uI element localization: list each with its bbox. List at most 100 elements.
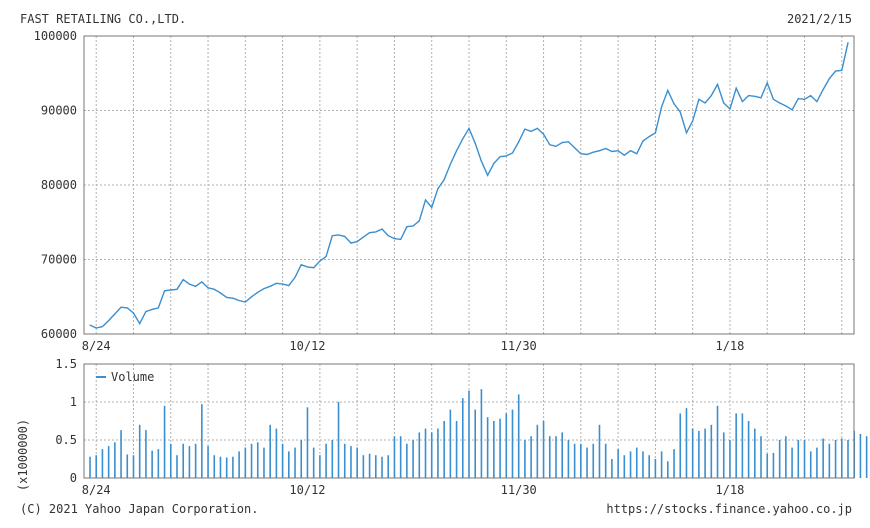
- volume-bar: [188, 446, 191, 478]
- volume-bar: [151, 450, 153, 478]
- price-point: [648, 135, 650, 138]
- volume-bar: [754, 428, 756, 478]
- volume-bar: [331, 440, 334, 478]
- volume-bar: [785, 436, 787, 478]
- volume-bar: [207, 446, 209, 478]
- price-point: [151, 308, 153, 311]
- price-point: [561, 141, 563, 144]
- volume-bar: [791, 447, 793, 478]
- price-x-tick-label: 1/18: [715, 339, 744, 353]
- volume-bar: [107, 446, 110, 478]
- volume-x-tick-label: 1/18: [715, 483, 744, 497]
- volume-y-tick-label: 1.5: [55, 357, 77, 371]
- volume-bar: [741, 413, 744, 478]
- volume-bar: [822, 438, 824, 478]
- price-point: [350, 242, 352, 244]
- price-grid: [84, 36, 854, 334]
- price-point: [499, 156, 501, 158]
- price-point: [760, 97, 762, 99]
- price-plot-frame: [83, 35, 855, 335]
- price-point: [95, 327, 97, 329]
- price-point: [598, 150, 601, 152]
- volume-bar: [263, 447, 265, 478]
- price-point: [828, 77, 830, 80]
- volume-bar: [760, 436, 762, 478]
- price-point: [89, 324, 91, 326]
- price-point: [145, 311, 147, 313]
- price-point: [337, 234, 340, 236]
- volume-bar: [548, 436, 551, 478]
- price-point: [244, 301, 246, 303]
- volume-bar: [803, 440, 806, 478]
- volume-bar: [219, 456, 222, 478]
- price-y-tick-label: 90000: [41, 104, 77, 118]
- price-point: [437, 188, 439, 190]
- volume-bar: [604, 443, 607, 478]
- price-y-tick-label: 80000: [41, 178, 77, 192]
- volume-y-tick-label: 0: [70, 471, 77, 485]
- price-point: [549, 144, 551, 146]
- price-point: [735, 87, 737, 89]
- volume-bar: [704, 428, 706, 478]
- volume-bar: [95, 455, 98, 478]
- volume-bar: [586, 447, 588, 478]
- price-point: [642, 140, 644, 142]
- volume-bar: [375, 455, 377, 478]
- volume-bar: [275, 428, 278, 478]
- volume-bar: [343, 443, 346, 478]
- volume-bar: [642, 451, 644, 478]
- price-point: [431, 206, 433, 208]
- volume-bar: [145, 430, 147, 478]
- price-point: [816, 100, 818, 103]
- chart-date: 2021/2/15: [787, 12, 852, 26]
- price-point: [803, 98, 806, 100]
- price-point: [779, 102, 781, 104]
- volume-unit-label: (x1000000): [16, 419, 30, 491]
- price-point: [685, 132, 688, 134]
- price-point: [536, 127, 538, 129]
- price-point: [213, 288, 215, 290]
- price-point: [300, 264, 302, 266]
- price-point: [201, 281, 203, 283]
- volume-bar: [406, 443, 408, 478]
- volume-bar: [698, 430, 700, 478]
- volume-bar: [635, 447, 638, 478]
- volume-bar: [350, 446, 352, 478]
- volume-bar: [319, 455, 321, 478]
- volume-bar: [660, 451, 663, 478]
- price-point: [511, 152, 514, 154]
- volume-bar: [629, 451, 632, 478]
- volume-y-tick-label: 0.5: [55, 433, 77, 447]
- volume-bar: [611, 459, 613, 478]
- price-point: [791, 109, 793, 111]
- volume-bar: [729, 440, 731, 478]
- price-point: [139, 322, 141, 325]
- volume-bar: [356, 447, 358, 478]
- volume-bar: [232, 456, 234, 478]
- volume-bar: [449, 409, 452, 478]
- volume-bar: [499, 418, 501, 478]
- price-point: [462, 138, 464, 140]
- volume-bar: [816, 447, 818, 478]
- price-point: [555, 145, 557, 147]
- price-point: [263, 287, 265, 290]
- price-point: [282, 283, 284, 285]
- price-point: [810, 95, 812, 97]
- volume-bar: [157, 449, 160, 478]
- volume-bar: [138, 424, 141, 478]
- volume-bar: [176, 455, 178, 478]
- volume-bar: [567, 440, 570, 478]
- price-point: [114, 313, 116, 315]
- volume-bar: [381, 456, 383, 478]
- volume-bar: [288, 451, 290, 478]
- volume-bar: [387, 455, 390, 478]
- price-x-tick-label: 10/12: [289, 339, 325, 353]
- price-point: [493, 162, 495, 164]
- price-point: [617, 150, 619, 152]
- volume-bar: [281, 443, 284, 478]
- price-point: [381, 228, 383, 230]
- price-x-tick-label: 8/24: [82, 339, 111, 353]
- price-point: [580, 153, 582, 155]
- volume-bar: [735, 413, 737, 478]
- volume-bar: [362, 455, 365, 478]
